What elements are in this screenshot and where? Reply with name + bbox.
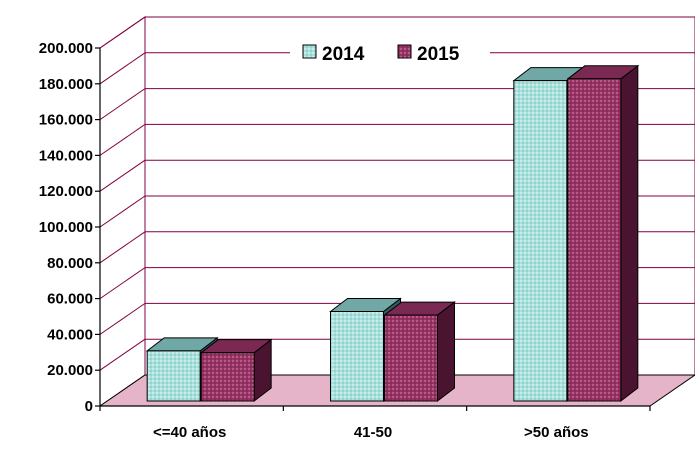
bar-2015-1: [383, 301, 456, 403]
bars: [145, 64, 640, 403]
category-label: <=40 años: [153, 424, 226, 441]
legend-swatch: [302, 44, 317, 59]
y-tick-label: 0: [85, 398, 93, 415]
axes: [95, 47, 651, 411]
gridline-side: [99, 338, 146, 371]
y-tick-label: 60.000: [47, 291, 93, 308]
y-tick-label: 40.000: [47, 326, 93, 343]
gridline-side: [99, 267, 146, 300]
legend: 2014 2015: [290, 38, 490, 68]
legend-swatch: [397, 44, 412, 59]
legend-label: 2014: [322, 44, 365, 65]
legend-label: 2015: [417, 44, 460, 65]
gridline-side: [99, 159, 146, 192]
bar-front-face: [146, 350, 201, 402]
category-label: >50 años: [524, 424, 589, 441]
bar-front-face: [513, 80, 568, 402]
bar-front-face: [330, 311, 384, 402]
category-label: 41-50: [354, 424, 392, 441]
y-tick-label: 200.000: [39, 40, 93, 57]
y-tick-label: 180.000: [39, 76, 93, 93]
bar-side-face: [437, 301, 455, 403]
gridline-side: [99, 302, 146, 335]
legend-box: [290, 38, 490, 68]
gridline-side: [99, 52, 146, 85]
bar-2015-0: [199, 338, 273, 403]
gridline-side: [99, 123, 146, 156]
bar-front-face: [567, 78, 622, 402]
y-tick-label: 100.000: [39, 219, 93, 236]
bar-2015-2: [566, 64, 640, 403]
y-axis-tick-labels: 0 20.000 40.000 60.000 80.000 100.000 120.000 1…: [39, 40, 93, 415]
x-axis-category-labels: <=40 años 41-50 >50 años: [153, 424, 589, 441]
y-tick-label: 20.000: [47, 362, 93, 379]
bar-front-face: [384, 314, 438, 402]
y-tick-label: 160.000: [39, 112, 93, 129]
bar-front-face: [200, 352, 255, 402]
bar-2014-2: [512, 66, 586, 403]
gridline-side: [99, 16, 146, 49]
y-tick-label: 120.000: [39, 183, 93, 200]
gridline-side: [99, 195, 146, 228]
gridline-side: [99, 88, 146, 121]
gridline-side: [99, 231, 146, 264]
y-tick-label: 80.000: [47, 255, 93, 272]
bar-side-face: [620, 64, 639, 403]
y-tick-label: 140.000: [39, 147, 93, 164]
